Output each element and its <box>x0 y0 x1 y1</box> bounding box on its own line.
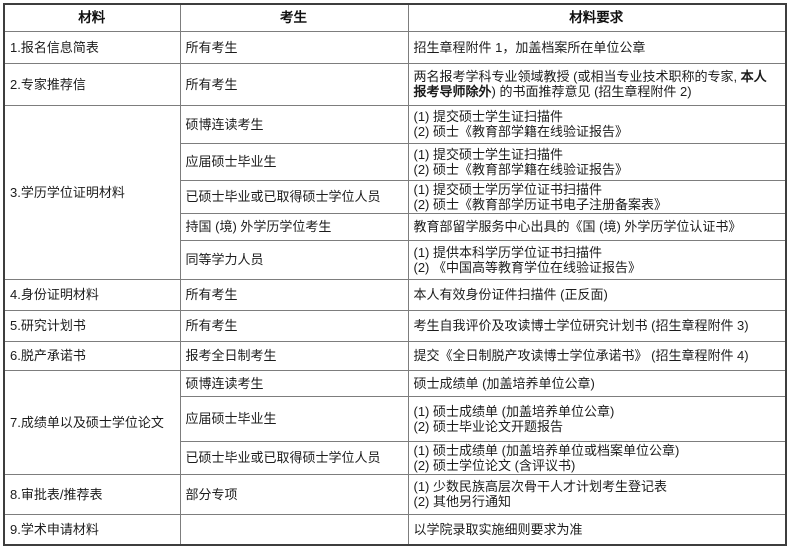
requirement-line: (1) 提供本科学历学位证书扫描件 <box>413 244 603 260</box>
requirement-cell: (1) 少数民族高层次骨干人才计划考生登记表 (2) 其他另行通知 <box>407 473 787 515</box>
material-cell: 7.成绩单以及硕士学位论文 <box>3 369 181 475</box>
requirement-cell: (1) 提供本科学历学位证书扫描件 (2) 《中国高等教育学位在线验证报告》 <box>407 239 787 280</box>
table-row: 已硕士毕业或已取得硕士学位人员 (1) 提交硕士学历学位证书扫描件 (2) 硕士… <box>4 179 787 214</box>
table-row: 4.身份证明材料 所有考生 本人有效身份证件扫描件 (正反面) <box>3 278 787 311</box>
requirement-line: (2) 硕士学位论文 (含评议书) <box>413 457 576 473</box>
requirement-cell: 考生自我评价及攻读博士学位研究计划书 (招生章程附件 3) <box>407 309 787 342</box>
requirement-line: (1) 提交硕士学生证扫描件 <box>413 109 564 124</box>
header-requirement: 材料要求 <box>407 3 787 32</box>
table-row: 8.审批表/推荐表 部分专项 (1) 少数民族高层次骨干人才计划考生登记表 (2… <box>3 473 787 515</box>
material-cell: 6.脱产承诺书 <box>3 340 181 371</box>
requirement-line: (2) 硕士毕业论文开题报告 <box>413 418 564 434</box>
candidate-cell: 硕博连读考生 <box>179 104 409 144</box>
materials-table: 材料 考生 材料要求 1.报名信息简表 所有考生 招生章程附件 1，加盖档案所在… <box>3 3 787 546</box>
material-cell: 2.专家推荐信 <box>3 62 181 106</box>
requirement-cell: 两名报考学科专业领域教授 (或相当专业技术职称的专家, 本人报考导师除外) 的书… <box>407 62 787 106</box>
requirement-line: (2) 《中国高等教育学位在线验证报告》 <box>413 259 642 275</box>
material-cell: 4.身份证明材料 <box>3 278 181 311</box>
requirement-bold-text: 本人报考导师除外 <box>413 69 767 99</box>
requirement-line: (2) 硕士《教育部学历证书电子注册备案表》 <box>413 196 668 212</box>
requirement-line: (1) 硕士成绩单 (加盖培养单位公章) <box>413 403 615 419</box>
table-row: 3.学历学位证明材料 硕博连读考生 (1) 提交硕士学生证扫描件 (2) 硕士《… <box>3 104 787 280</box>
table-row: 9.学术申请材料 以学院录取实施细则要求为准 <box>3 513 787 546</box>
table-row: 7.成绩单以及硕士学位论文 硕博连读考生 硕士成绩单 (加盖培养单位公章) <box>3 369 787 475</box>
candidate-cell: 部分专项 <box>179 473 409 515</box>
candidate-cell: 已硕士毕业或已取得硕士学位人员 <box>179 179 409 214</box>
candidate-cell: 应届硕士毕业生 <box>179 395 409 442</box>
requirement-cell: 以学院录取实施细则要求为准 <box>407 513 787 546</box>
document-page: 材料 考生 材料要求 1.报名信息简表 所有考生 招生章程附件 1，加盖档案所在… <box>3 3 787 546</box>
requirement-cell: (1) 硕士成绩单 (加盖培养单位公章) (2) 硕士毕业论文开题报告 <box>407 395 787 442</box>
material-cell: 1.报名信息简表 <box>3 30 181 64</box>
requirement-cell: (1) 提交硕士学历学位证书扫描件 (2) 硕士《教育部学历证书电子注册备案表》 <box>407 179 787 214</box>
header-candidate: 考生 <box>179 3 409 32</box>
table-row: 同等学力人员 (1) 提供本科学历学位证书扫描件 (2) 《中国高等教育学位在线… <box>4 239 787 280</box>
candidate-cell: 报考全日制考生 <box>179 340 409 371</box>
requirement-cell: 硕士成绩单 (加盖培养单位公章) <box>407 369 787 397</box>
candidate-cell: 所有考生 <box>179 62 409 106</box>
candidate-cell <box>179 513 409 546</box>
header-material: 材料 <box>3 3 181 32</box>
candidate-cell: 已硕士毕业或已取得硕士学位人员 <box>179 440 409 475</box>
candidate-cell: 持国 (境) 外学历学位考生 <box>179 212 409 241</box>
candidate-cell: 所有考生 <box>179 309 409 342</box>
requirement-text: 两名报考学科专业领域教授 (或相当专业技术职称的专家, <box>413 69 741 84</box>
requirement-line: (1) 硕士成绩单 (加盖培养单位或档案单位公章) <box>413 442 680 458</box>
requirement-line: (2) 硕士《教育部学籍在线验证报告》 <box>413 161 629 177</box>
requirement-cell: (1) 提交硕士学生证扫描件 (2) 硕士《教育部学籍在线验证报告》 <box>407 142 787 181</box>
requirement-line: (1) 少数民族高层次骨干人才计划考生登记表 <box>413 479 668 494</box>
requirement-line: (1) 提交硕士学生证扫描件 <box>413 146 564 162</box>
candidate-cell: 应届硕士毕业生 <box>179 142 409 181</box>
candidate-cell: 同等学力人员 <box>179 239 409 280</box>
requirement-cell: 招生章程附件 1，加盖档案所在单位公章 <box>407 30 787 64</box>
table-row: 6.脱产承诺书 报考全日制考生 提交《全日制脱产攻读博士学位承诺书》 (招生章程… <box>3 340 787 371</box>
candidate-cell: 硕博连读考生 <box>179 369 409 397</box>
requirement-line: (2) 硕士《教育部学籍在线验证报告》 <box>413 124 629 139</box>
candidate-cell: 所有考生 <box>179 278 409 311</box>
requirement-cell: 本人有效身份证件扫描件 (正反面) <box>407 278 787 311</box>
material-cell: 5.研究计划书 <box>3 309 181 342</box>
header-row: 材料 考生 材料要求 <box>3 3 787 32</box>
requirement-line: (1) 提交硕士学历学位证书扫描件 <box>413 181 603 197</box>
material-cell: 8.审批表/推荐表 <box>3 473 181 515</box>
table-row: 持国 (境) 外学历学位考生 教育部留学服务中心出具的《国 (境) 外学历学位认… <box>4 212 787 241</box>
table-row: 5.研究计划书 所有考生 考生自我评价及攻读博士学位研究计划书 (招生章程附件 … <box>3 309 787 342</box>
requirement-cell: 教育部留学服务中心出具的《国 (境) 外学历学位认证书》 <box>407 212 787 241</box>
requirement-cell: (1) 硕士成绩单 (加盖培养单位或档案单位公章) (2) 硕士学位论文 (含评… <box>407 440 787 475</box>
requirement-text: ) 的书面推荐意见 (招生章程附件 2) <box>491 84 692 99</box>
table-row: 应届硕士毕业生 (1) 硕士成绩单 (加盖培养单位公章) (2) 硕士毕业论文开… <box>4 395 787 442</box>
material-cell: 9.学术申请材料 <box>3 513 181 546</box>
requirement-line: (2) 其他另行通知 <box>413 494 512 509</box>
candidate-cell: 所有考生 <box>179 30 409 64</box>
table-row: 1.报名信息简表 所有考生 招生章程附件 1，加盖档案所在单位公章 <box>3 30 787 64</box>
requirement-cell: (1) 提交硕士学生证扫描件 (2) 硕士《教育部学籍在线验证报告》 <box>407 104 787 144</box>
table-row: 2.专家推荐信 所有考生 两名报考学科专业领域教授 (或相当专业技术职称的专家,… <box>3 62 787 106</box>
requirement-cell: 提交《全日制脱产攻读博士学位承诺书》 (招生章程附件 4) <box>407 340 787 371</box>
material-cell: 3.学历学位证明材料 <box>3 104 181 280</box>
